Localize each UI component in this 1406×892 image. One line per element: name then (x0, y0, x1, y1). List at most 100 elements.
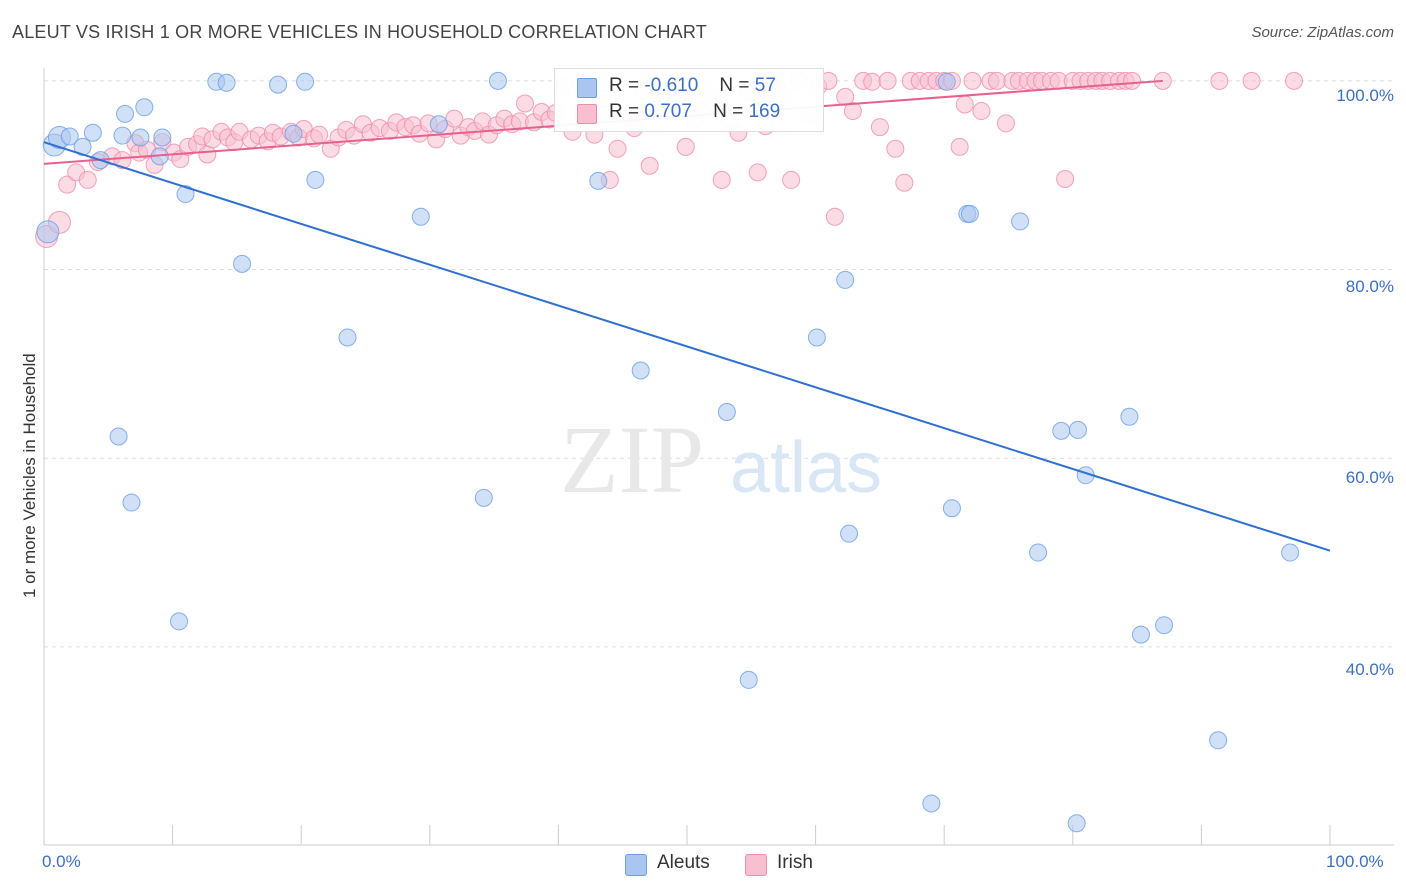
aleut-point-52 (1281, 543, 1300, 562)
irish-point-136 (1210, 71, 1229, 90)
irish-point-59 (515, 94, 534, 113)
irish-point-134 (1122, 71, 1141, 90)
x-tick-label-100: 100.0% (1326, 852, 1384, 871)
aleut-point-26 (429, 115, 448, 134)
aleut-point-12 (135, 98, 154, 117)
irish-point-2 (58, 175, 77, 194)
irish-point-138 (1284, 71, 1303, 90)
aleut-point-49 (1131, 625, 1150, 644)
watermark-atlas: atlas (730, 428, 882, 508)
irish-n-label: N = (713, 101, 744, 122)
aleut-point-32 (739, 670, 758, 689)
irish-point-87 (748, 163, 767, 182)
aleut-point-29 (589, 171, 608, 190)
chart-title: ALEUT VS IRISH 1 OR MORE VEHICLES IN HOU… (12, 22, 707, 42)
aleut-point-8 (113, 126, 132, 145)
aleut-point-30 (631, 361, 650, 380)
aleut-point-35 (836, 270, 855, 289)
axes (43, 68, 1394, 846)
aleut-point-36 (840, 524, 859, 543)
aleut-point-50 (1155, 616, 1174, 635)
aleut-point-42 (1011, 212, 1030, 231)
aleut-point-0 (36, 220, 60, 244)
y-axis-label: 1 or more Vehicles in Household (20, 353, 39, 598)
irish-point-98 (843, 102, 862, 121)
aleut-point-9 (116, 104, 135, 123)
y-tick-label-80: 80.0% (1345, 277, 1394, 296)
aleut-point-25 (411, 207, 430, 226)
aleut-point-14 (153, 128, 172, 147)
irish-point-83 (712, 170, 731, 189)
irish-point-102 (878, 71, 897, 90)
aleut-point-5 (83, 123, 102, 142)
irish-point-116 (987, 71, 1006, 90)
aleut-point-37 (922, 794, 941, 813)
stats-legend: R = -0.610 N = 57 R = 0.707 N = 169 (554, 68, 824, 132)
aleut-point-31 (717, 402, 736, 421)
aleut-point-23 (306, 170, 325, 189)
irish-n-value: 169 (748, 101, 781, 122)
aleut-point-51 (1209, 731, 1228, 750)
irish-point-91 (782, 170, 801, 189)
aleut-n-label: N = (719, 75, 750, 96)
watermark-zip: ZIP (560, 406, 704, 513)
aleut-point-28 (488, 71, 507, 90)
irish-point-103 (886, 139, 905, 158)
aleut-point-19 (233, 254, 252, 273)
y-tick-label-40: 40.0% (1345, 660, 1394, 679)
aleut-point-11 (131, 128, 150, 147)
irish-legend-swatch (745, 854, 767, 876)
aleut-point-7 (109, 427, 128, 446)
aleut-r-value: -0.610 (644, 75, 699, 96)
aleut-point-46 (1068, 420, 1087, 439)
aleut-point-20 (269, 75, 288, 94)
aleut-trend-line (43, 141, 1331, 552)
irish-point-101 (870, 118, 889, 137)
aleut-point-22 (296, 72, 315, 91)
irish-swatch (577, 104, 597, 124)
aleut-point-44 (1052, 421, 1071, 440)
aleut-point-21 (284, 124, 303, 143)
irish-point-96 (825, 207, 844, 226)
irish-point-33 (310, 125, 329, 144)
aleut-point-38 (937, 72, 956, 91)
irish-point-137 (1242, 71, 1261, 90)
aleuts-legend-label: Aleuts (657, 852, 710, 873)
irish-legend-label: Irish (777, 852, 813, 873)
watermark: ZIP atlas (560, 406, 882, 513)
irish-point-125 (1056, 169, 1075, 188)
aleut-point-24 (338, 328, 357, 347)
irish-point-100 (863, 72, 882, 91)
aleuts-legend-swatch (625, 854, 647, 876)
y-tick-label-60: 60.0% (1345, 468, 1394, 487)
irish-point-117 (996, 114, 1015, 133)
x-tick-label-0: 0.0% (42, 852, 81, 871)
aleut-point-34 (807, 328, 826, 347)
aleut-point-16 (176, 185, 195, 204)
aleut-r-label: R = (609, 75, 640, 96)
irish-point-114 (972, 102, 991, 121)
aleut-point-10 (122, 493, 141, 512)
aleut-point-3 (60, 127, 79, 146)
irish-point-111 (950, 137, 969, 156)
irish-point-4 (78, 170, 97, 189)
irish-point-112 (955, 95, 974, 114)
y-tick-label-100: 100.0% (1336, 86, 1394, 105)
irish-point-71 (608, 139, 627, 158)
irish-point-104 (895, 173, 914, 192)
irish-point-75 (640, 156, 659, 175)
irish-point-18 (198, 145, 217, 164)
irish-point-79 (676, 137, 695, 156)
irish-point-7 (113, 151, 132, 170)
irish-r-value: 0.707 (644, 101, 692, 122)
aleut-point-39 (942, 499, 961, 518)
grid-lines (44, 80, 1394, 648)
aleut-point-43 (1029, 543, 1048, 562)
aleut-swatch (577, 78, 597, 98)
aleut-point-41 (960, 204, 979, 223)
aleut-point-15 (170, 612, 189, 631)
aleut-point-48 (1120, 407, 1139, 426)
aleut-point-18 (217, 73, 236, 92)
aleut-n-value: 57 (754, 75, 776, 96)
